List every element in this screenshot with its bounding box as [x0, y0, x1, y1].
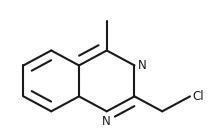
Text: Cl: Cl — [192, 90, 204, 103]
Text: N: N — [102, 115, 111, 128]
Text: N: N — [138, 59, 147, 72]
